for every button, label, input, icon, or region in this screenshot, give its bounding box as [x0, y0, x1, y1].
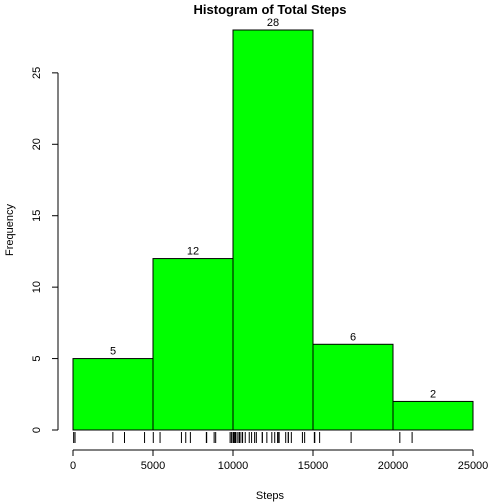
x-tick-label: 10000	[218, 460, 249, 472]
x-tick-label: 20000	[378, 460, 409, 472]
histogram-bar	[152, 258, 234, 431]
bar-count-label: 2	[430, 388, 436, 400]
y-tick-label: 25	[31, 67, 43, 79]
y-tick-label: 0	[31, 427, 43, 433]
x-tick-label: 25000	[458, 460, 489, 472]
bars-group	[72, 29, 474, 431]
histogram-bar	[72, 358, 154, 431]
x-axis: 0 5000 10000 15000 20000 25000	[70, 449, 489, 472]
histogram-bar	[312, 343, 394, 431]
histogram-bar	[392, 400, 474, 431]
x-tick-label: 0	[70, 460, 76, 472]
y-axis: 0 5 10 15 20 25	[31, 67, 59, 433]
histogram-bar	[232, 29, 314, 431]
y-tick-label: 5	[31, 356, 43, 362]
x-tick-label: 5000	[141, 460, 165, 472]
bar-count-label: 28	[267, 17, 279, 29]
count-labels-group: 5 12 28 6 2	[110, 17, 436, 400]
y-axis-label: Frequency	[4, 204, 16, 256]
bar-count-label: 6	[350, 331, 356, 343]
y-tick-label: 10	[31, 281, 43, 293]
y-tick-label: 20	[31, 138, 43, 150]
x-tick-label: 15000	[298, 460, 329, 472]
bar-count-label: 12	[187, 246, 199, 258]
rug-group	[73, 432, 413, 443]
chart-title: Histogram of Total Steps	[194, 2, 347, 17]
x-axis-label: Steps	[256, 490, 285, 502]
bar-count-label: 5	[110, 346, 116, 358]
y-tick-label: 15	[31, 210, 43, 222]
